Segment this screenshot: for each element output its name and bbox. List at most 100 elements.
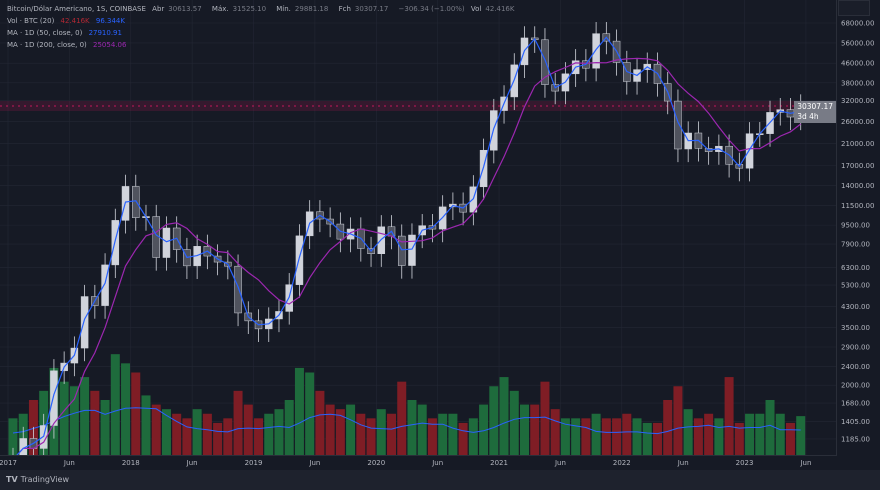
price-tick-label: 7900.00 [841,241,870,249]
price-tick-label: 2900.00 [841,343,870,351]
candle [674,100,682,150]
volume-bar [591,413,601,455]
candle [50,370,58,426]
volume-bar [509,390,519,455]
candle [234,265,242,314]
time-tick-label: 2020 [367,459,385,467]
open-value: 30613.57 [168,5,202,13]
volume-bar [213,422,223,455]
time-tick-label: Jun [63,459,75,467]
volume-bar [560,418,570,455]
volume-bar [673,386,683,455]
price-tick-label: 1405.00 [841,418,870,426]
price-tick-label: 21000.00 [841,140,874,148]
ma50-indicator-row[interactable]: MA · 1D (50, close, 0) 27910.91 [7,29,122,37]
close-value: 30307.17 [354,5,389,13]
candle [80,296,89,349]
vol-value: 42.416K [485,5,515,13]
volume-bar [663,400,673,455]
volume-bar [417,404,427,455]
volume-bar [775,413,785,455]
price-tick-label: 3500.00 [841,324,870,332]
time-tick-label: 2023 [736,459,754,467]
current-price-band [0,101,836,111]
volume-bar [202,413,212,455]
tradingview-logo[interactable]: TV TradingView [6,475,69,484]
volume-bar [652,422,662,455]
current-price-label: 30307.17 3d 4h [794,101,836,123]
volume-bar [438,413,448,455]
volume-bar [376,409,386,455]
time-tick-label: Jun [799,459,811,467]
volume-bar [734,422,744,455]
volume-bar [59,381,69,455]
volume-bars [8,354,806,455]
volume-bar [448,413,458,455]
candle [541,39,549,85]
volume-bar [110,354,120,455]
high-value: 31525.10 [232,5,267,13]
price-tick-label: 1185.00 [841,435,870,443]
candle [397,235,406,266]
volume-bar [151,404,161,455]
candle [592,33,600,69]
price-tick-label: 2400.00 [841,363,870,371]
time-tick-label: 2017 [0,459,17,467]
time-tick-label: Jun [554,459,566,467]
candle [745,133,754,169]
time-axis[interactable] [0,455,837,470]
volume-bar [550,409,560,455]
time-tick-label: 2021 [490,459,508,467]
ma200-indicator-row[interactable]: MA · 1D (200, close, 0) 25054.06 [7,41,127,49]
volume-bar [243,404,253,455]
price-tick-label: 14000.00 [841,182,874,190]
volume-bar [581,418,591,455]
volume-bar [642,422,652,455]
volume-bar [499,377,509,455]
price-tick-label: 38000.00 [841,79,874,87]
price-chart[interactable]: 68000.00 56000.00 46000.00 38000.00 32000.00… [0,0,880,470]
volume-ma-line [12,407,801,435]
volume-bar [294,367,304,455]
volume-bar [489,386,499,455]
volume-bar [192,409,202,455]
candle [132,186,140,218]
volume-bar [366,418,376,455]
volume-bar [121,363,131,455]
volume-bar [264,413,274,455]
axis-settings-box[interactable] [838,0,870,16]
price-tick-label: 68000.00 [841,20,874,28]
volume-bar [315,390,325,455]
symbol-title[interactable]: Bitcoin/Dólar Americano, 1S, COINBASE [7,5,146,13]
ma200-line [12,57,802,460]
volume-bar [479,404,489,455]
volume-bar [755,413,765,455]
tradingview-logo-icon: TV [6,475,18,484]
price-tick-label: 11500.00 [841,202,874,210]
volume-bar [612,418,622,455]
price-tick-label: 4300.00 [841,303,870,311]
volume-bar [745,413,755,455]
price-axis[interactable] [837,0,880,455]
volume-bar [335,409,345,455]
volume-bar [622,413,632,455]
legend: Bitcoin/Dólar Americano, 1S, COINBASE Ab… [7,3,522,51]
volume-bar [141,395,151,455]
time-tick-label: Jun [677,459,689,467]
price-tick-label: 46000.00 [841,60,874,68]
volume-bar [571,418,581,455]
volume-bar [274,409,284,455]
volume-bar [131,372,141,455]
volume-bar [530,404,540,455]
volume-bar [693,418,703,455]
volume-bar [704,413,714,455]
volume-bar [601,418,611,455]
volume-bar [785,422,795,455]
volume-bar [223,418,233,455]
volume-indicator-row[interactable]: Vol · BTC (20) 42.416K 96.344K [7,17,125,25]
volume-bar [397,381,407,455]
price-tick-label: 17000.00 [841,162,874,170]
price-tick-label: 1680.00 [841,400,870,408]
symbol-row: Bitcoin/Dólar Americano, 1S, COINBASE Ab… [7,5,515,13]
volume-bar [540,381,550,455]
